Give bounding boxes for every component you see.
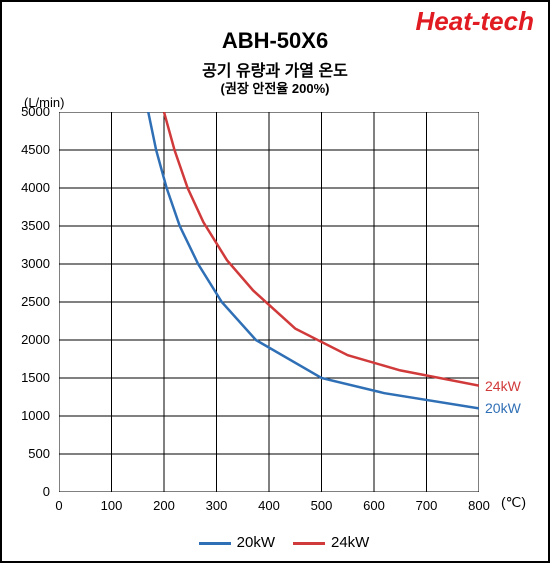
y-tick: 1500: [10, 370, 50, 385]
legend-label: 20kW: [237, 534, 275, 551]
x-tick: 500: [302, 498, 342, 513]
series-end-label: 20kW: [485, 400, 521, 416]
y-tick: 1000: [10, 408, 50, 423]
y-tick: 5000: [10, 104, 50, 119]
legend-label: 24kW: [331, 534, 369, 551]
legend: 20kW 24kW: [2, 534, 548, 551]
y-tick: 3500: [10, 218, 50, 233]
x-tick: 200: [144, 498, 184, 513]
x-tick: 600: [354, 498, 394, 513]
x-tick: 100: [92, 498, 132, 513]
y-tick: 2500: [10, 294, 50, 309]
y-tick: 500: [10, 446, 50, 461]
plot-area: [59, 112, 479, 492]
legend-swatch: [293, 542, 325, 545]
y-tick: 3000: [10, 256, 50, 271]
x-tick: 0: [39, 498, 79, 513]
y-tick: 4000: [10, 180, 50, 195]
x-axis-label: (℃): [501, 494, 526, 511]
y-tick: 2000: [10, 332, 50, 347]
y-tick: 4500: [10, 142, 50, 157]
x-tick: 400: [249, 498, 289, 513]
chart-subtitle2: (권장 안전율 200%): [2, 78, 548, 97]
chart-frame: Heat-tech ABH-50X6 공기 유량과 가열 온도 (권장 안전율 …: [0, 0, 550, 563]
legend-swatch: [199, 542, 231, 545]
x-tick: 300: [197, 498, 237, 513]
series-end-label: 24kW: [485, 378, 521, 394]
y-tick: 0: [10, 484, 50, 499]
x-tick: 700: [407, 498, 447, 513]
chart-title: ABH-50X6: [2, 28, 548, 54]
x-tick: 800: [459, 498, 499, 513]
